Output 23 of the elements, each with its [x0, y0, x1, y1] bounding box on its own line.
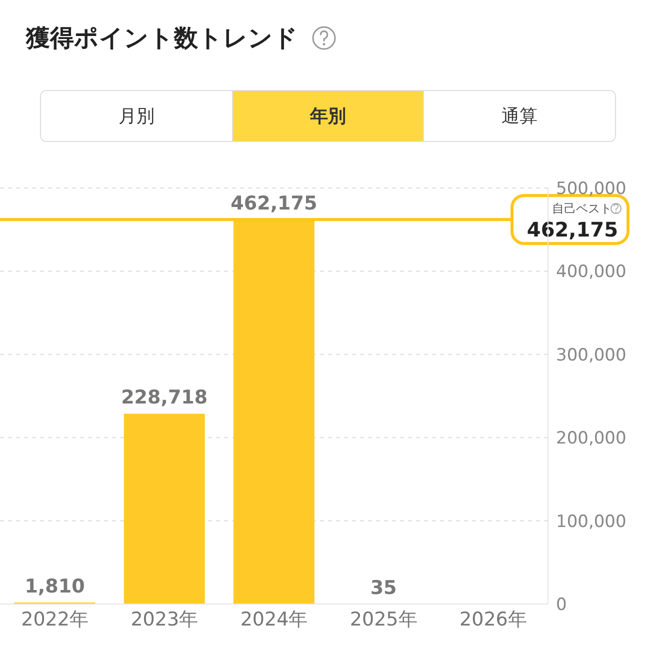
annotation: 462,175: [526, 217, 618, 242]
x-tick-label: 2023年: [130, 608, 198, 630]
y-tick-label: 400,000: [556, 262, 626, 282]
y-tick-label: 300,000: [556, 345, 626, 366]
text: 月別: [118, 105, 154, 128]
chart-title: 獲得ポイント数トレンド: [26, 23, 298, 54]
x-tick-label: 2026年: [460, 608, 527, 630]
bar: [233, 219, 314, 604]
y-tick-label: 500,000: [556, 179, 626, 200]
data-label: 1,810: [24, 575, 85, 598]
bar: [124, 414, 205, 604]
y-tick-label: 200,000: [556, 428, 626, 449]
x-tick-label: 2024年: [240, 608, 308, 630]
data-label: 228,718: [121, 386, 208, 409]
x-tick-label: 2022年: [21, 608, 88, 630]
y-tick-label: 100,000: [556, 512, 626, 532]
data-label: 35: [370, 576, 397, 599]
data-label: 462,175: [230, 192, 318, 214]
text: 通算: [502, 105, 538, 128]
x-tick-label: 2025年: [350, 608, 418, 630]
text: 年別: [310, 105, 346, 128]
ref-line-label: 自己ベスト: [552, 201, 612, 216]
y-tick-label: 0: [556, 595, 567, 616]
